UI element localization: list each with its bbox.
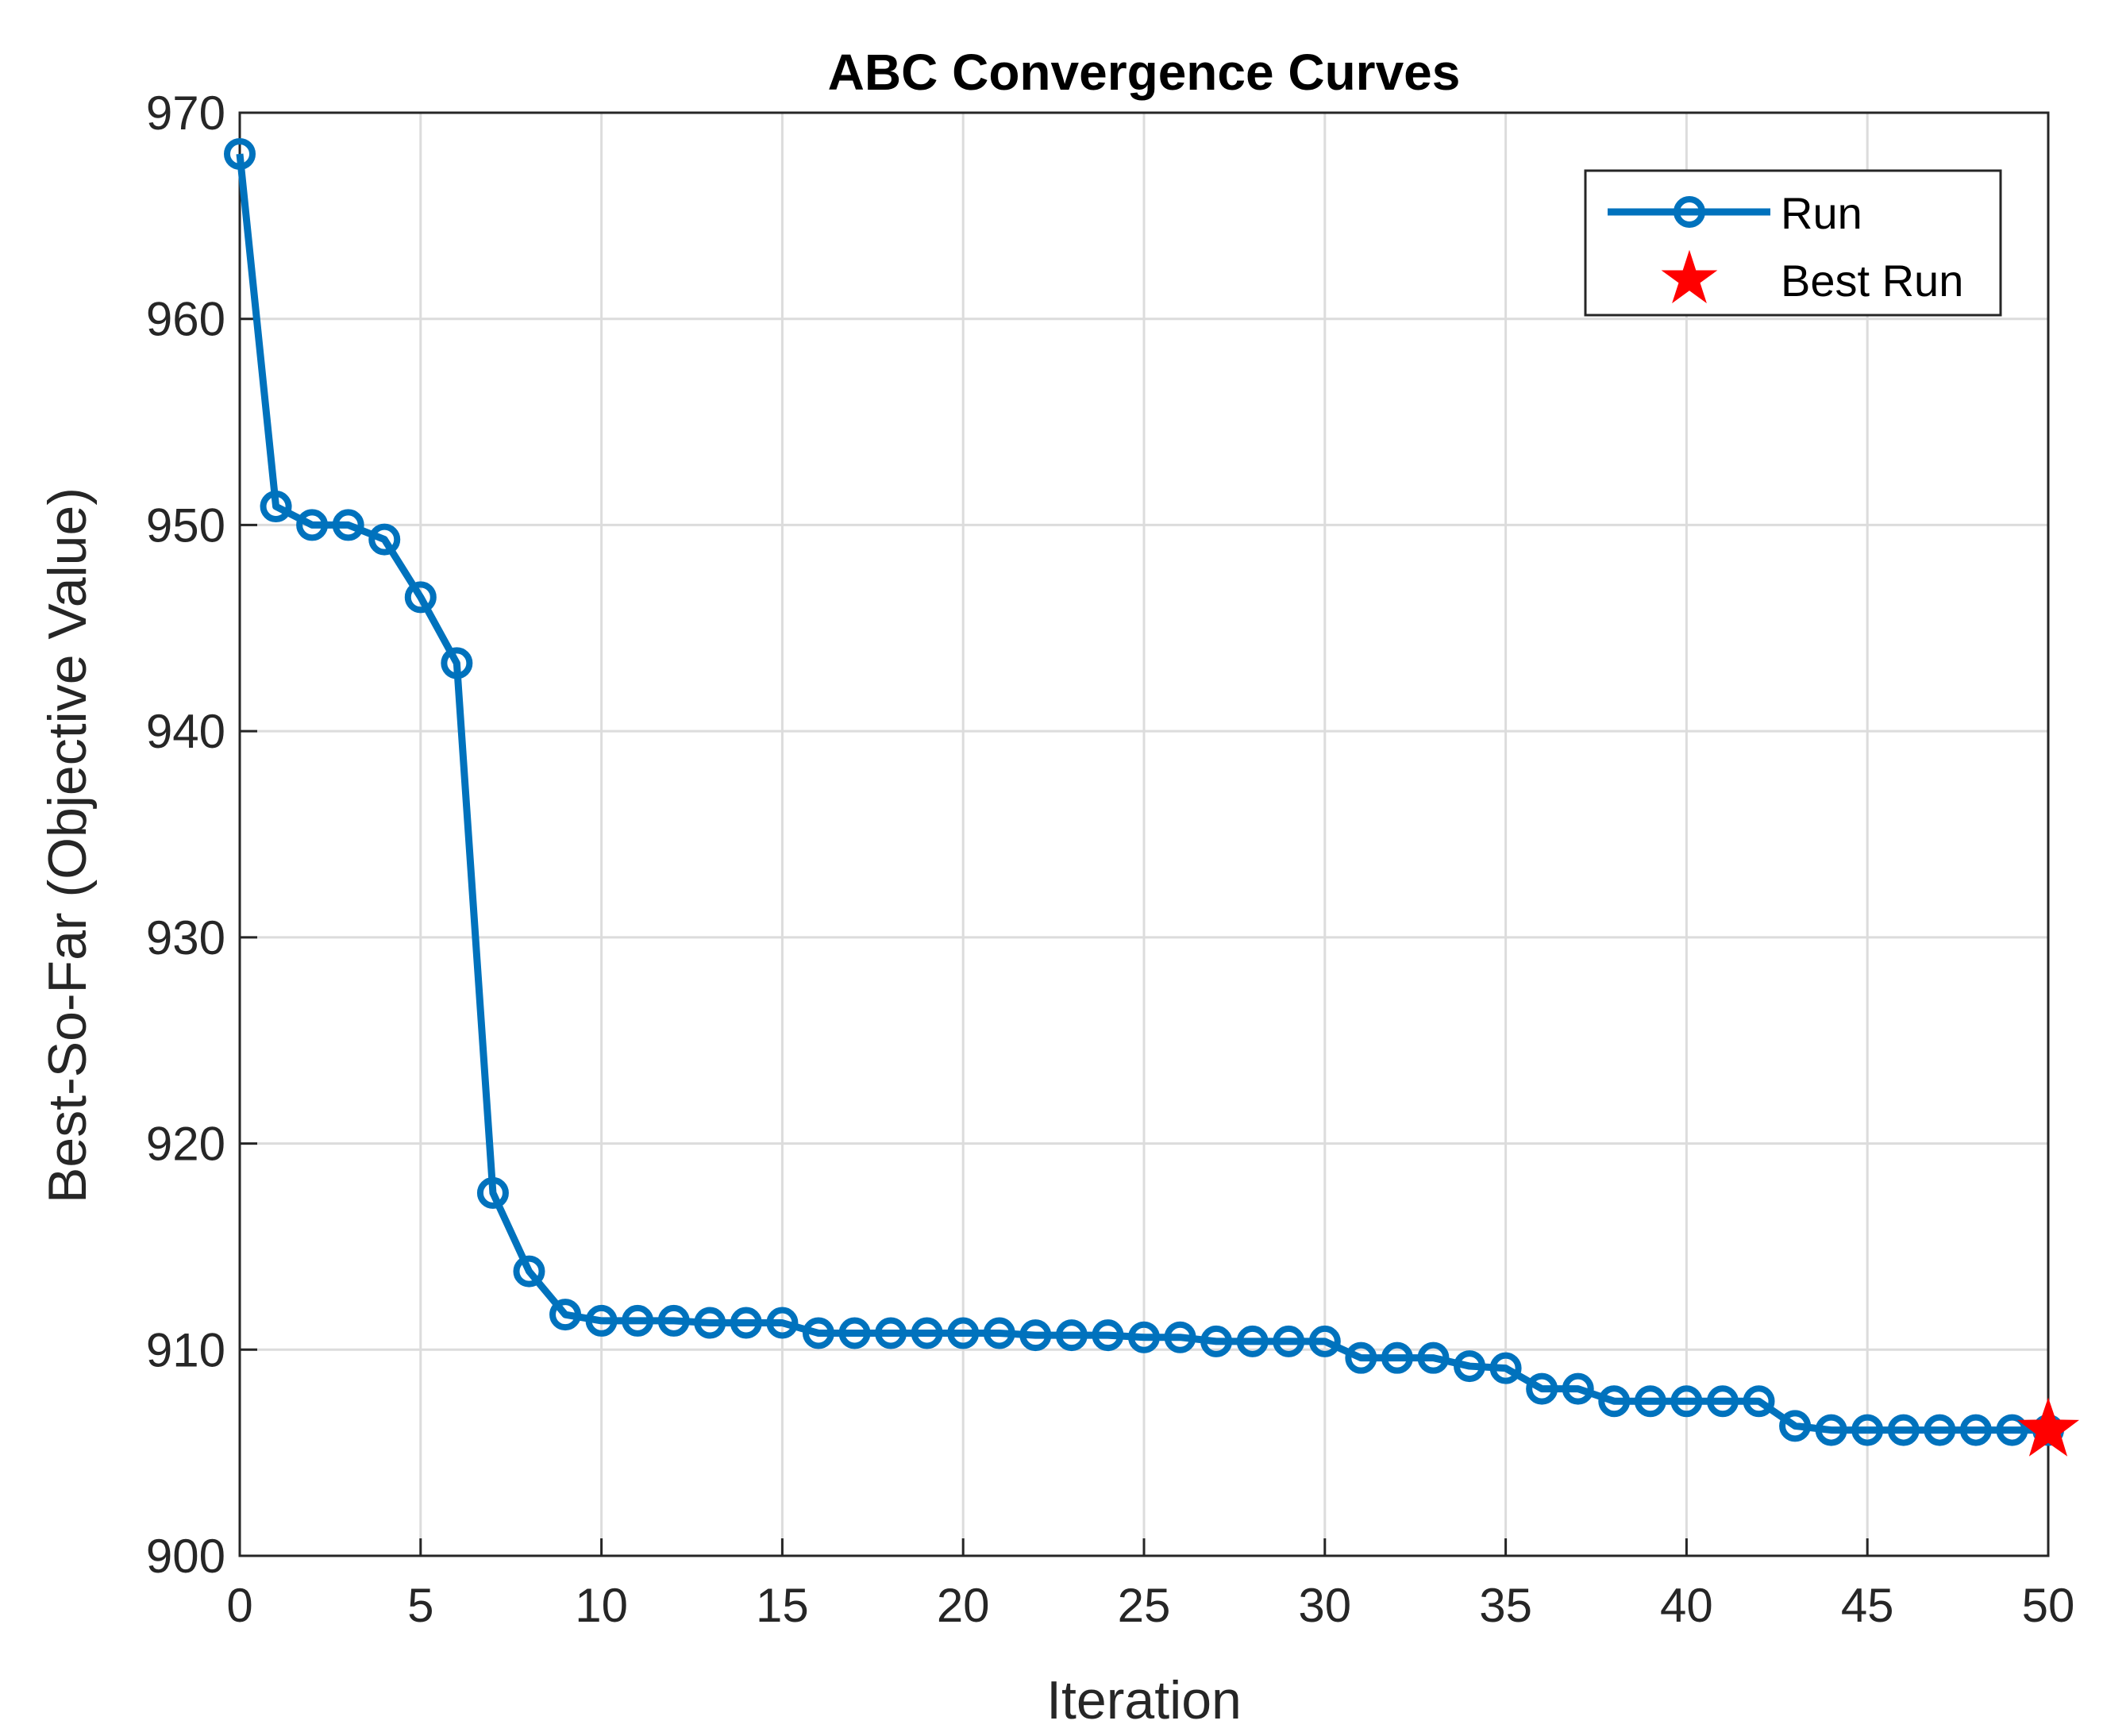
x-axis-label: Iteration (1046, 1670, 1242, 1730)
legend-best-run-label: Best Run (1781, 256, 1963, 306)
chart-title: ABC Convergence Curves (828, 44, 1461, 101)
x-tick-label: 35 (1479, 1579, 1532, 1632)
x-tick-label: 40 (1660, 1579, 1713, 1632)
data-point (766, 1307, 799, 1339)
data-point (1092, 1319, 1124, 1352)
x-tick-label: 5 (407, 1579, 433, 1632)
series-layer (224, 137, 2080, 1457)
data-point (1236, 1325, 1269, 1357)
data-point (838, 1317, 871, 1349)
data-point (1706, 1385, 1739, 1418)
data-point (1489, 1352, 1522, 1384)
data-point (513, 1255, 545, 1288)
data-point (1128, 1321, 1160, 1353)
data-point (1562, 1372, 1594, 1405)
x-tick-label: 15 (756, 1579, 809, 1632)
y-tick-label: 950 (146, 498, 225, 552)
data-point (1779, 1410, 1812, 1442)
x-tick-label: 30 (1298, 1579, 1351, 1632)
data-point (1345, 1341, 1377, 1374)
data-point (549, 1299, 582, 1331)
legend-best-run-swatch (1661, 249, 1718, 304)
data-point (694, 1307, 726, 1339)
data-point (1851, 1414, 1884, 1446)
legend-box (1584, 169, 2002, 317)
data-point (1670, 1385, 1703, 1418)
data-point (476, 1176, 509, 1209)
data-point (1598, 1385, 1631, 1418)
data-point (404, 581, 437, 614)
data-point (1273, 1325, 1305, 1357)
best-run-point (2016, 1397, 2080, 1457)
data-point (1996, 1414, 2028, 1446)
x-tick-label: 50 (2022, 1579, 2075, 1632)
data-point (296, 509, 329, 541)
data-point (1743, 1385, 1775, 1418)
data-point (1164, 1321, 1196, 1353)
y-axis-label: Best-So-Far (Objective Value) (37, 487, 98, 1203)
legend-run-label: Run (1781, 188, 1862, 238)
legend-run-swatch (1608, 196, 1770, 228)
data-point (983, 1317, 1015, 1349)
legend-run-marker (1674, 196, 1705, 228)
data-point (875, 1317, 907, 1349)
data-point (622, 1304, 654, 1337)
data-point (1815, 1414, 1847, 1446)
x-tick-label: 25 (1118, 1579, 1171, 1632)
y-tick-label: 930 (146, 911, 225, 964)
y-tick-label: 920 (146, 1118, 225, 1171)
data-point (1019, 1319, 1052, 1352)
series-run (224, 137, 2064, 1446)
x-tick-label: 45 (1841, 1579, 1894, 1632)
data-point (657, 1304, 690, 1337)
y-tick-label: 960 (146, 293, 225, 346)
data-point (260, 491, 292, 523)
y-tick-label: 970 (146, 87, 225, 140)
data-point (368, 523, 401, 556)
data-point (1200, 1325, 1233, 1357)
x-tick-label: 10 (575, 1579, 628, 1632)
data-point (802, 1317, 834, 1349)
data-point (1055, 1319, 1088, 1352)
data-point (947, 1317, 980, 1349)
data-point (1308, 1325, 1341, 1357)
y-tick-label: 940 (146, 705, 225, 758)
series-best-run (2016, 1397, 2080, 1457)
data-point (1381, 1341, 1413, 1374)
y-tick-label: 900 (146, 1530, 225, 1583)
data-point (1887, 1414, 1920, 1446)
data-point (332, 509, 364, 541)
data-point (441, 647, 473, 679)
y-axis: 900 910 920 930 940 950 960 970 (146, 87, 257, 1583)
data-point (585, 1304, 618, 1337)
data-point (1454, 1350, 1486, 1383)
data-point (1417, 1341, 1450, 1374)
legend-best-run-marker (1661, 249, 1718, 304)
data-point (1526, 1372, 1558, 1405)
data-point (730, 1307, 762, 1339)
data-point (1634, 1385, 1666, 1418)
x-tick-label: 20 (937, 1579, 990, 1632)
x-axis: 0 5 10 15 20 25 30 35 40 45 50 (226, 1538, 2074, 1632)
data-point (1959, 1414, 1992, 1446)
x-tick-label: 0 (226, 1579, 252, 1632)
data-point (224, 137, 256, 170)
legend: Run Best Run (1584, 169, 2002, 317)
data-point (911, 1317, 943, 1349)
y-tick-label: 910 (146, 1323, 225, 1376)
data-point (1924, 1414, 1956, 1446)
